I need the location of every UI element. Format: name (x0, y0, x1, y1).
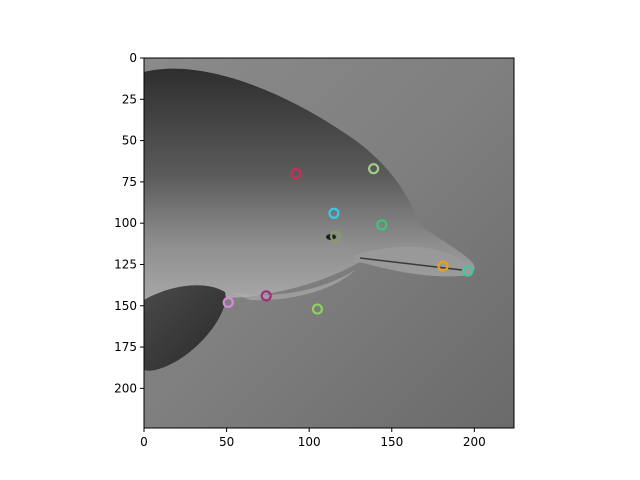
keypoint-markers (222, 163, 474, 315)
y-tick-label: 200 (114, 381, 137, 395)
keypoint-marker-8 (260, 290, 272, 302)
keypoint-marker-3 (376, 219, 388, 231)
keypoint-marker-2 (328, 207, 340, 219)
y-axis-ticks: 0 25 50 75 100 125 150 175 200 (114, 51, 144, 395)
y-tick-label: 50 (122, 134, 137, 148)
dolphin-body (144, 68, 475, 303)
x-axis-ticks: 0 50 100 150 200 (140, 428, 486, 449)
x-tick-label: 50 (219, 435, 234, 449)
keypoint-marker-1 (367, 163, 380, 175)
keypoint-marker-4 (330, 230, 342, 242)
y-tick-label: 100 (114, 216, 137, 230)
y-tick-label: 175 (114, 340, 137, 354)
dolphin-mouth (359, 257, 463, 271)
y-tick-label: 0 (129, 51, 137, 65)
dolphin-photo (144, 58, 514, 428)
y-tick-label: 150 (114, 299, 137, 313)
y-tick-label: 125 (114, 257, 137, 271)
x-tick-label: 100 (298, 435, 321, 449)
keypoint-marker-5 (437, 260, 449, 272)
axes-frame (143, 57, 515, 429)
x-tick-label: 200 (463, 435, 486, 449)
dolphin-belly (230, 270, 355, 301)
y-tick-label: 75 (122, 175, 137, 189)
keypoint-marker-7 (222, 296, 234, 309)
dolphin-pectoral-fin (144, 285, 226, 371)
x-tick-label: 0 (140, 435, 148, 449)
y-tick-label: 25 (122, 92, 137, 106)
keypoint-marker-6 (462, 265, 474, 277)
x-tick-label: 150 (380, 435, 403, 449)
keypoint-marker-9 (311, 303, 324, 315)
keypoint-marker-0 (290, 168, 302, 180)
